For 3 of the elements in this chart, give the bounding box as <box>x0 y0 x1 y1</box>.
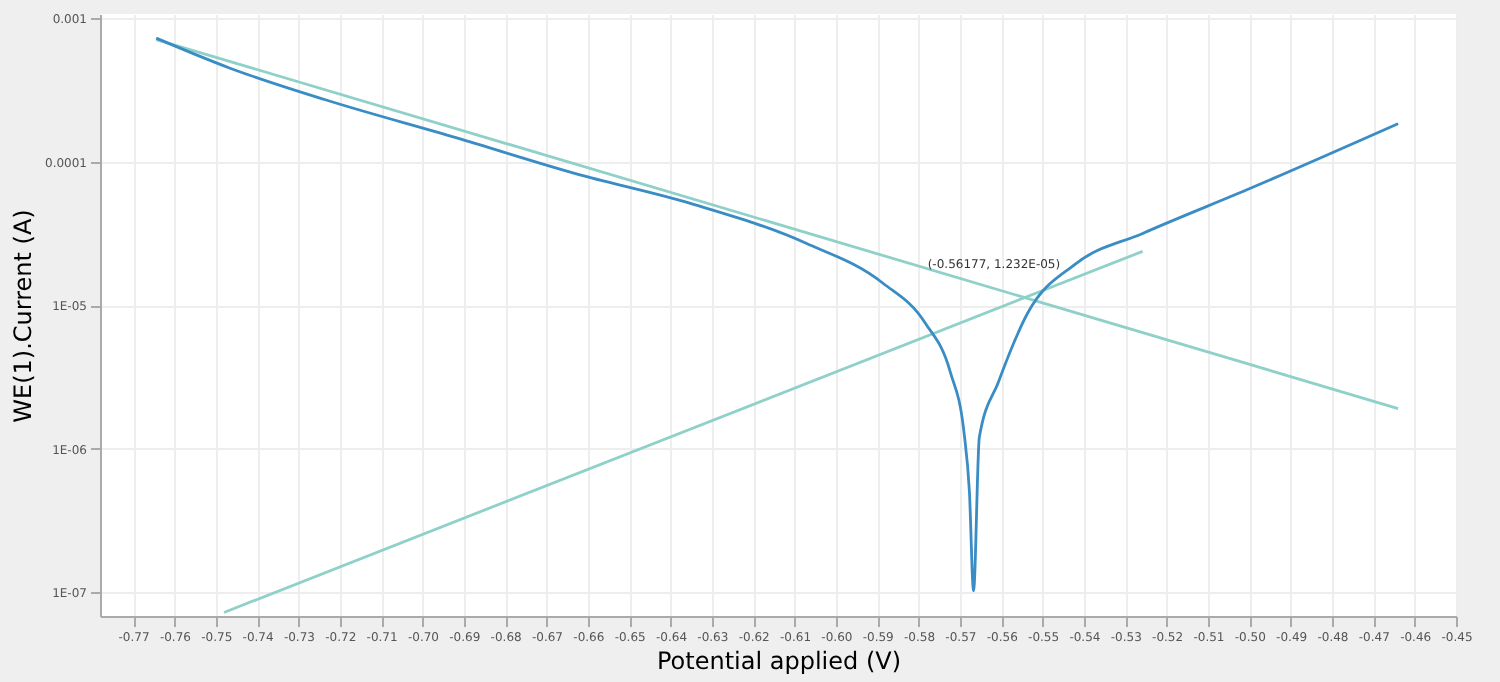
y-axis-title: WE(1).Current (A) <box>9 209 38 423</box>
line-series <box>154 36 1400 593</box>
x-axis-title: Potential applied (V) <box>656 647 902 675</box>
